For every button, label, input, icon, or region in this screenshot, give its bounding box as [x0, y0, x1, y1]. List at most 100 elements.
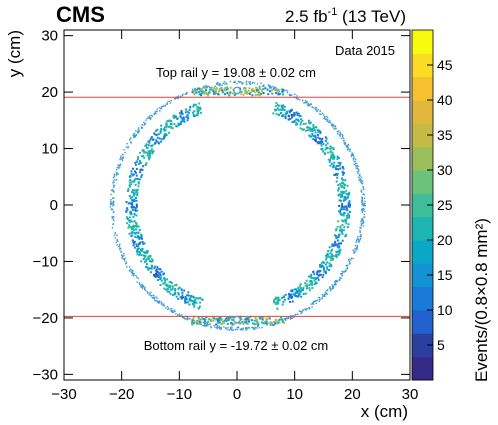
heatmap-cell	[218, 319, 220, 322]
bottom-rail-label: Bottom rail y = -19.72 ± 0.02 cm	[144, 338, 329, 353]
heatmap-cell	[341, 179, 344, 181]
heatmap-cell	[341, 205, 344, 208]
heatmap-cell	[155, 296, 157, 298]
heatmap-cell	[360, 236, 362, 238]
heatmap-cell	[324, 272, 327, 275]
heatmap-cell	[189, 106, 192, 109]
heatmap-cell	[123, 258, 125, 260]
heatmap-cell	[150, 258, 153, 261]
heatmap-cell	[146, 117, 148, 120]
heatmap-cell	[284, 112, 287, 115]
heatmap-cell	[176, 314, 179, 316]
heatmap-cell	[341, 224, 344, 226]
heatmap-cell	[135, 174, 138, 177]
heatmap-cell	[144, 122, 147, 125]
heatmap-cell	[168, 125, 171, 128]
heatmap-cell	[118, 165, 121, 167]
heatmap-cell	[316, 299, 319, 301]
heatmap-cell	[188, 109, 191, 112]
heatmap-cell	[357, 239, 360, 241]
heatmap-cell	[135, 214, 138, 217]
heatmap-cell	[331, 286, 334, 288]
heatmap-cell	[276, 307, 279, 310]
heatmap-cell	[226, 86, 228, 89]
heatmap-cell	[167, 308, 169, 311]
heatmap-cell	[334, 283, 336, 285]
heatmap-cell	[138, 130, 140, 132]
heatmap-cell	[174, 293, 177, 296]
heatmap-cell	[168, 290, 171, 293]
heatmap-cell	[295, 290, 298, 293]
heatmap-cell	[273, 324, 275, 326]
heatmap-cell	[142, 286, 145, 288]
heatmap-cell	[213, 317, 216, 320]
heatmap-cell	[329, 158, 332, 161]
heatmap-cell	[218, 89, 221, 92]
heatmap-cell	[207, 324, 209, 326]
heatmap-cell	[212, 90, 215, 93]
heatmap-cell	[207, 93, 210, 96]
heatmap-cell	[309, 280, 311, 283]
heatmap-cell	[312, 277, 315, 280]
heatmap-cell	[309, 121, 312, 124]
heatmap-cell	[219, 82, 221, 85]
heatmap-cell	[136, 131, 139, 133]
heatmap-cell	[281, 318, 283, 321]
heatmap-cell	[274, 296, 277, 299]
heatmap-cell	[346, 266, 349, 268]
heatmap-cell	[232, 329, 234, 331]
heatmap-cell	[351, 152, 353, 154]
heatmap-cell	[114, 234, 116, 236]
heatmap-cell	[337, 243, 340, 246]
heatmap-cell	[327, 289, 329, 291]
heatmap-cell	[150, 294, 152, 296]
heatmap-cell	[228, 329, 230, 331]
heatmap-cell	[316, 273, 319, 276]
heatmap-cell	[284, 117, 287, 120]
heatmap-cell	[361, 204, 363, 206]
heatmap-cell	[148, 256, 151, 259]
heatmap-cell	[131, 180, 134, 183]
heatmap-cell	[357, 241, 360, 243]
heatmap-cell	[293, 316, 295, 319]
heatmap-cell	[149, 118, 152, 120]
heatmap-cell	[174, 289, 177, 292]
heatmap-cell	[117, 165, 120, 167]
heatmap-cell	[326, 120, 328, 122]
heatmap-cell	[184, 296, 187, 299]
heatmap-cell	[363, 216, 365, 218]
heatmap-cell	[160, 270, 163, 273]
heatmap-cell	[135, 275, 137, 277]
heatmap-cell	[339, 225, 342, 228]
heatmap-cell	[355, 241, 357, 243]
heatmap-cell	[320, 113, 322, 116]
heatmap-cell	[363, 193, 365, 195]
heatmap-cell	[140, 127, 143, 129]
heatmap-cell	[287, 316, 290, 318]
heatmap-cell	[282, 320, 284, 323]
heatmap-cell	[131, 196, 134, 199]
heatmap-cell	[231, 92, 234, 95]
heatmap-cell	[262, 87, 265, 90]
heatmap-cell	[295, 118, 298, 121]
heatmap-cell	[360, 182, 363, 184]
heatmap-cell	[208, 91, 211, 94]
heatmap-cell	[311, 130, 314, 133]
heatmap-cell	[331, 243, 334, 246]
heatmap-cell	[184, 93, 186, 95]
heatmap-cell	[148, 260, 151, 262]
heatmap-cell	[276, 107, 279, 110]
heatmap-cell	[142, 149, 145, 152]
heatmap-cell	[261, 85, 263, 87]
heatmap-cell	[360, 227, 362, 229]
heatmap-cell	[151, 150, 154, 153]
heatmap-cell	[145, 289, 147, 291]
heatmap-cell	[346, 196, 349, 199]
heatmap-cell	[149, 254, 152, 257]
heatmap-cell	[289, 111, 292, 114]
heatmap-cell	[159, 131, 162, 134]
heatmap-cell	[110, 203, 112, 206]
heatmap-cell	[185, 298, 188, 301]
heatmap-cell	[345, 207, 348, 209]
